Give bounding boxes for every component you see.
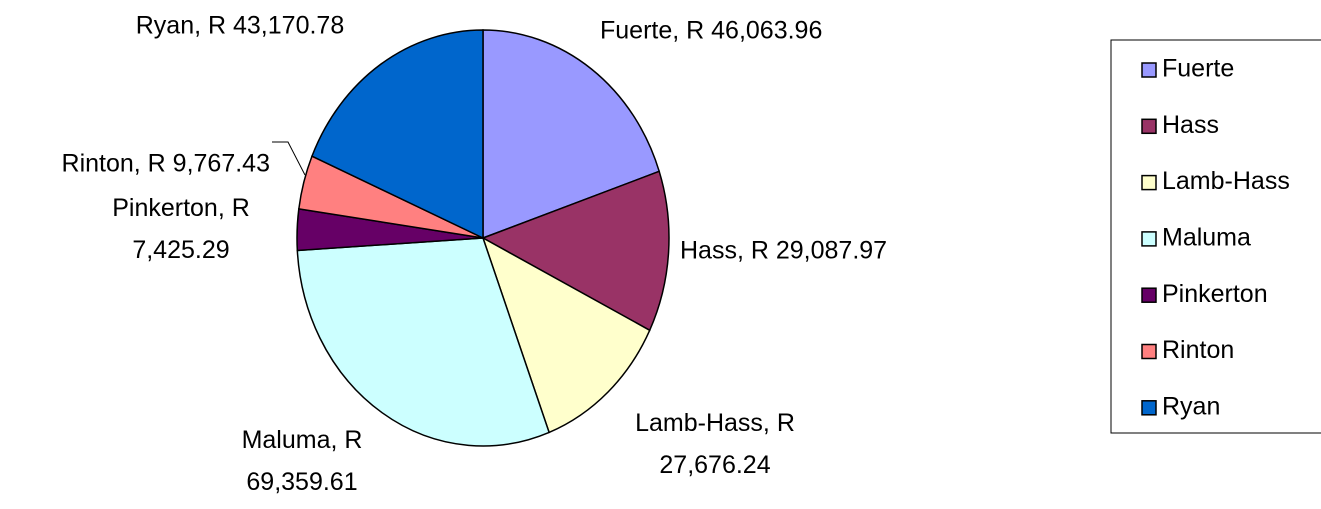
pie-slice [481,236,651,434]
legend-label: Pinkerton [1162,280,1268,308]
legend-label: Hass [1162,111,1219,139]
label-line: Lamb-Hass, R [635,409,795,437]
pie-slice [482,29,661,240]
label-line: Pinkerton, R [112,194,250,222]
legend-swatch [1141,174,1157,191]
data-label: Pinkerton, R 7,425.29 [112,194,250,264]
leader-line [272,141,306,176]
label-line: Maluma, R [242,426,363,454]
legend-label: Lamb-Hass [1162,167,1290,195]
legend-swatch [1141,231,1157,247]
legend-swatch [1141,400,1157,416]
data-label: Fuerte, R 46,063.96 [600,17,822,45]
legend-label: Ryan [1162,392,1220,420]
data-label: Ryan, R 43,170.78 [136,12,344,40]
legend-swatch [1141,287,1157,303]
pie-slice [481,170,670,332]
data-label: Rinton, R 9,767.43 [62,150,270,178]
label-line: 69,359.61 [246,468,357,496]
legend-label: Maluma [1162,224,1251,252]
data-label: Hass, R 29,087.97 [680,237,887,265]
data-label: Lamb-Hass, R 27,676.24 [635,409,795,479]
pie-slice [311,29,484,240]
legend-label: Fuerte [1162,55,1234,83]
pie-slice [296,237,551,447]
label-line: 27,676.24 [659,451,770,479]
label-line: 7,425.29 [132,236,229,264]
legend-label: Rinton [1162,336,1234,364]
legend-swatch [1141,343,1157,360]
legend-swatch [1141,118,1157,135]
data-label: Maluma, R 69,359.61 [242,426,363,496]
legend-swatch [1141,62,1157,78]
